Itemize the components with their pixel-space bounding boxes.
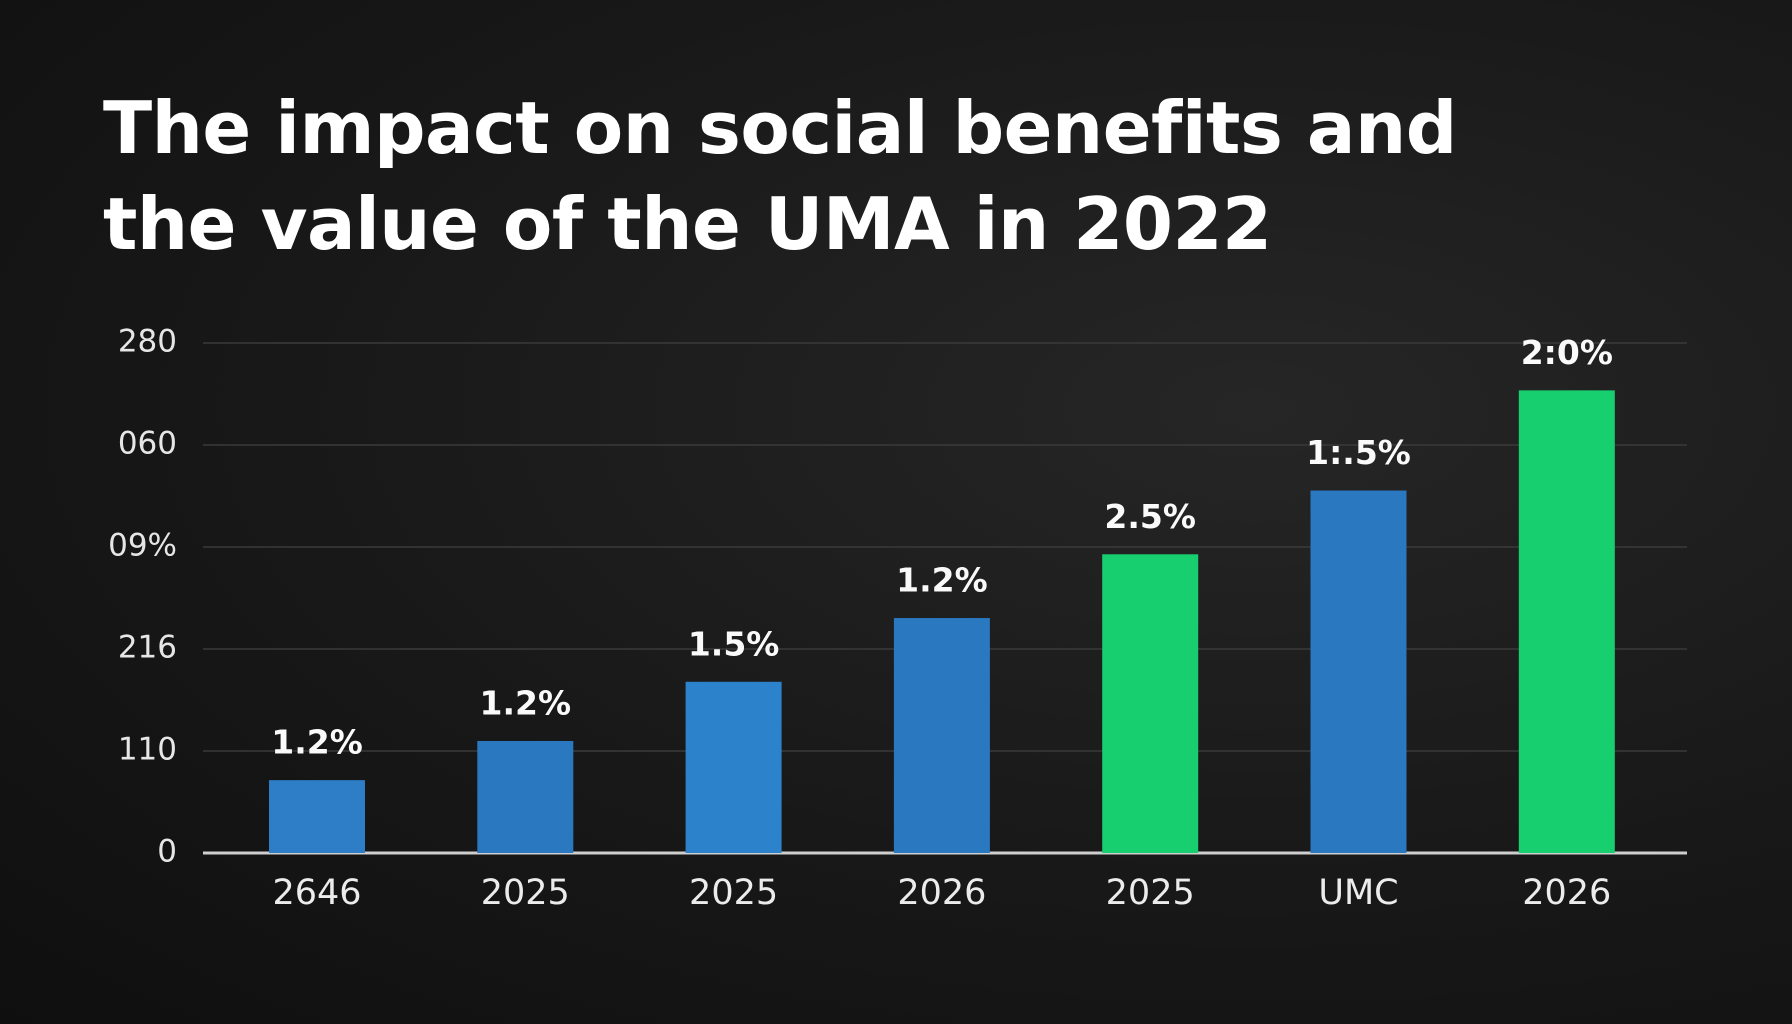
x-tick-label: 2026 xyxy=(897,873,986,913)
bar xyxy=(1102,554,1199,853)
bar xyxy=(1518,390,1615,853)
x-tick-label: UMC xyxy=(1318,873,1398,913)
bar xyxy=(685,681,782,853)
x-tick-label: 2025 xyxy=(481,873,570,913)
value-label: 1:.5% xyxy=(1306,433,1411,472)
value-label: 1.2% xyxy=(480,683,572,722)
bar xyxy=(893,618,990,853)
value-label: 1.5% xyxy=(688,624,780,663)
value-label: 1.2% xyxy=(271,723,363,762)
y-tick-label: 280 xyxy=(118,324,177,360)
bar xyxy=(477,740,574,853)
bar xyxy=(269,780,365,853)
bar xyxy=(1310,490,1407,853)
y-tick-label: 216 xyxy=(118,630,177,666)
y-tick-label: 110 xyxy=(118,732,177,768)
x-tick-label: 2025 xyxy=(1106,873,1195,913)
y-tick-label: 060 xyxy=(118,426,177,462)
value-label: 1.2% xyxy=(896,561,988,600)
x-tick-label: 2026 xyxy=(1522,873,1611,913)
y-tick-label: 09% xyxy=(108,528,177,564)
x-tick-label: 2646 xyxy=(272,873,361,913)
y-tick-label: 0 xyxy=(157,834,177,870)
x-tick-label: 2025 xyxy=(689,873,778,913)
value-label: 2.5% xyxy=(1104,497,1196,536)
value-label: 2:0% xyxy=(1521,333,1613,372)
chart-title: The impact on social benefits and the va… xyxy=(103,86,1457,266)
